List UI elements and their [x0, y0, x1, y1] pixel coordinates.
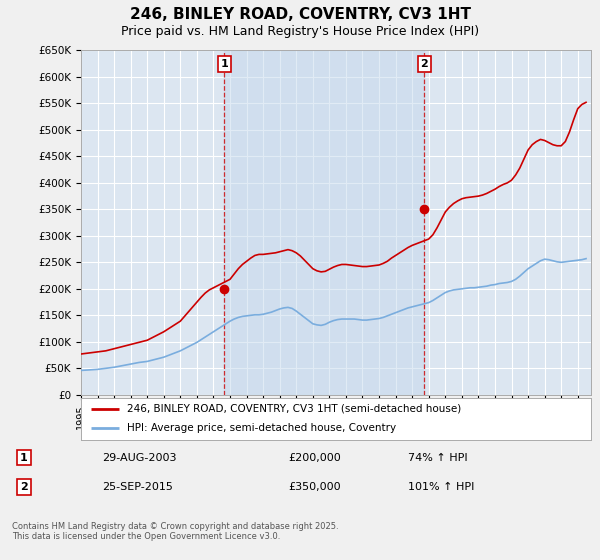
Text: 2: 2: [421, 59, 428, 69]
Text: 2: 2: [20, 482, 28, 492]
Text: Price paid vs. HM Land Registry's House Price Index (HPI): Price paid vs. HM Land Registry's House …: [121, 25, 479, 38]
Text: 25-SEP-2015: 25-SEP-2015: [102, 482, 173, 492]
Text: Contains HM Land Registry data © Crown copyright and database right 2025.
This d: Contains HM Land Registry data © Crown c…: [12, 522, 338, 542]
Text: £350,000: £350,000: [288, 482, 341, 492]
Text: 1: 1: [20, 452, 28, 463]
Text: £200,000: £200,000: [288, 452, 341, 463]
Text: 246, BINLEY ROAD, COVENTRY, CV3 1HT: 246, BINLEY ROAD, COVENTRY, CV3 1HT: [130, 7, 470, 22]
Text: 246, BINLEY ROAD, COVENTRY, CV3 1HT (semi-detached house): 246, BINLEY ROAD, COVENTRY, CV3 1HT (sem…: [127, 404, 461, 414]
Text: 1: 1: [221, 59, 228, 69]
Text: 74% ↑ HPI: 74% ↑ HPI: [408, 452, 467, 463]
Bar: [224, 50, 424, 395]
Text: 101% ↑ HPI: 101% ↑ HPI: [408, 482, 475, 492]
Text: 29-AUG-2003: 29-AUG-2003: [102, 452, 176, 463]
Text: HPI: Average price, semi-detached house, Coventry: HPI: Average price, semi-detached house,…: [127, 423, 396, 433]
